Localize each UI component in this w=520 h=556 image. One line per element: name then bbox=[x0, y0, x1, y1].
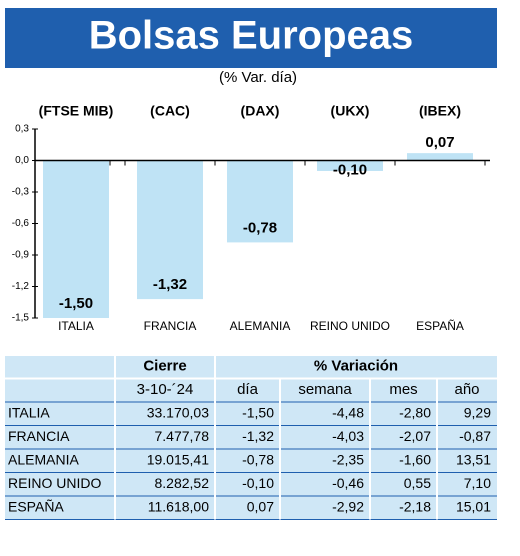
index-label: (CAC) bbox=[150, 103, 190, 119]
table-cell: -2,35 bbox=[332, 451, 364, 467]
y-tick-label: -1,2 bbox=[12, 281, 30, 292]
bar bbox=[227, 160, 293, 243]
x-tick-label: ALEMANIA bbox=[230, 319, 291, 333]
table-cell: 33.170,03 bbox=[147, 404, 209, 420]
row-label: FRANCIA bbox=[8, 428, 70, 444]
y-tick-label: -0,6 bbox=[12, 218, 30, 229]
column-header: año bbox=[454, 381, 479, 398]
table-cell: 13,51 bbox=[456, 451, 491, 467]
table-cell: -4,03 bbox=[332, 428, 364, 444]
value-label: -1,50 bbox=[59, 295, 93, 312]
title-banner bbox=[5, 8, 497, 68]
value-label: 0,07 bbox=[425, 134, 454, 151]
table-cell: -2,18 bbox=[399, 498, 431, 514]
x-tick-label: ITALIA bbox=[58, 319, 94, 333]
group-header: Cierre bbox=[143, 358, 186, 375]
row-label: ALEMANIA bbox=[8, 451, 79, 467]
row-label: ESPAÑA bbox=[8, 498, 64, 514]
table-cell: 19.015,41 bbox=[147, 451, 209, 467]
table-cell: -1,60 bbox=[399, 451, 431, 467]
column-header: mes bbox=[389, 381, 417, 398]
table-cell: -2,80 bbox=[399, 404, 431, 420]
bar bbox=[317, 160, 383, 171]
index-label: (DAX) bbox=[241, 103, 280, 119]
x-tick-label: FRANCIA bbox=[144, 319, 197, 333]
table-cell: -0,46 bbox=[332, 475, 364, 491]
table-cell: -2,92 bbox=[332, 498, 364, 514]
column-header: semana bbox=[298, 381, 352, 398]
table-bg bbox=[5, 355, 497, 520]
table-cell: -0,87 bbox=[459, 428, 491, 444]
table-cell: 8.282,52 bbox=[155, 475, 210, 491]
y-tick-label: -0,9 bbox=[12, 250, 30, 261]
y-tick-label: -0,3 bbox=[12, 187, 30, 198]
bar bbox=[137, 160, 203, 300]
table-cell: -2,07 bbox=[399, 428, 431, 444]
y-tick-label: -1,5 bbox=[12, 313, 30, 324]
chart-title: Bolsas Europeas bbox=[89, 14, 414, 58]
column-header: día bbox=[237, 381, 259, 398]
table-cell: 7.477,78 bbox=[155, 428, 210, 444]
x-tick-label: REINO UNIDO bbox=[310, 319, 390, 333]
table-cell: -0,10 bbox=[242, 475, 274, 491]
value-label: -0,10 bbox=[333, 161, 367, 178]
table-cell: -0,78 bbox=[242, 451, 274, 467]
bar bbox=[407, 153, 473, 161]
table-cell: 0,07 bbox=[247, 498, 274, 514]
index-label: (UKX) bbox=[331, 103, 370, 119]
x-tick-label: ESPAÑA bbox=[416, 319, 464, 333]
y-tick-label: 0,0 bbox=[15, 155, 29, 166]
value-label: -0,78 bbox=[243, 219, 277, 236]
group-header: % Variación bbox=[314, 358, 398, 375]
row-label: ITALIA bbox=[8, 404, 50, 420]
value-label: -1,32 bbox=[153, 276, 187, 293]
table-cell: -1,50 bbox=[242, 404, 274, 420]
subtitle: (% Var. día) bbox=[219, 69, 297, 86]
table-cell: 7,10 bbox=[464, 475, 491, 491]
table-cell: 0,55 bbox=[404, 475, 431, 491]
table-cell: -4,48 bbox=[332, 404, 364, 420]
table-cell: 9,29 bbox=[464, 404, 491, 420]
column-header: 3-10-´24 bbox=[137, 381, 194, 398]
index-label: (IBEX) bbox=[419, 103, 461, 119]
index-label: (FTSE MIB) bbox=[39, 103, 114, 119]
table-cell: 11.618,00 bbox=[148, 498, 209, 514]
row-label: REINO UNIDO bbox=[8, 475, 101, 491]
y-tick-label: 0,3 bbox=[15, 124, 29, 135]
table-cell: 15,01 bbox=[456, 498, 491, 514]
table-cell: -1,32 bbox=[242, 428, 274, 444]
bar bbox=[43, 160, 109, 318]
